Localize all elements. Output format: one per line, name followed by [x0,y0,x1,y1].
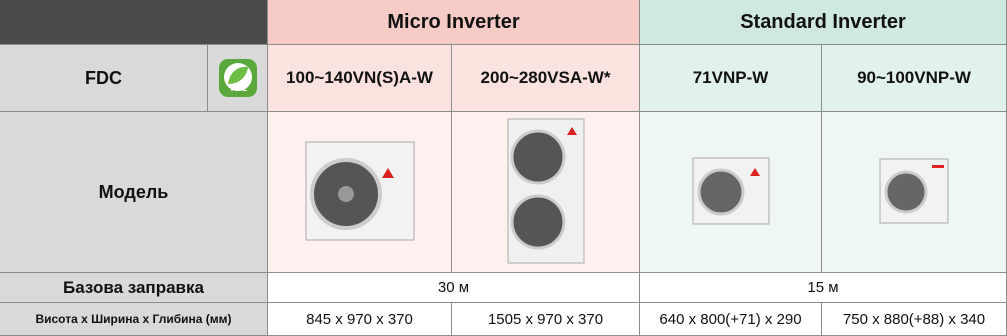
row-label: Модель [0,112,268,273]
model-name: 200~280VSA-W* [452,45,640,112]
fdc-label: FDC [0,45,208,112]
dimension-value: 640 x 800(+71) x 290 [640,303,822,336]
charge-value: 30 м [268,273,640,303]
unit-image [507,118,584,264]
unit-image [692,157,769,225]
group-header: Standard Inverter [640,0,1007,45]
r32-text: R32 [230,83,247,93]
group-header: Micro Inverter [268,0,640,45]
dimension-value: 750 x 880(+88) x 340 [822,303,1007,336]
r32-icon: R32 [218,59,257,97]
row-label: Базова заправка [0,273,268,303]
image-cell [268,112,452,273]
row-label: Висота х Ширина х Глибина (мм) [0,303,268,336]
model-name: 90~100VNP-W [822,45,1007,112]
dimension-value: 1505 x 970 x 370 [452,303,640,336]
icon-cell: R32 [208,45,268,112]
unit-image [879,158,949,224]
model-name: 100~140VN(S)A-W [268,45,452,112]
image-cell [640,112,822,273]
image-cell [452,112,640,273]
charge-value: 15 м [640,273,1007,303]
model-name: 71VNP-W [640,45,822,112]
corner-cell [0,0,268,45]
unit-image [305,141,414,241]
dimension-value: 845 x 970 x 370 [268,303,452,336]
image-cell [822,112,1007,273]
